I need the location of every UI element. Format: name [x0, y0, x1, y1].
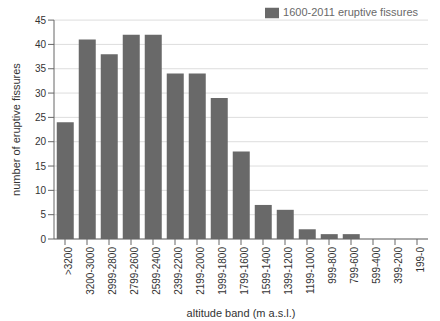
svg-text:2999-2800: 2999-2800 — [107, 247, 118, 295]
svg-text:999-800: 999-800 — [327, 247, 338, 284]
svg-text:1999-1800: 1999-1800 — [217, 247, 228, 295]
svg-text:1799-1600: 1799-1600 — [239, 247, 250, 295]
svg-text:3200-3000: 3200-3000 — [85, 247, 96, 295]
svg-text:599-400: 599-400 — [371, 247, 382, 284]
svg-text:1399-1200: 1399-1200 — [283, 247, 294, 295]
svg-text:40: 40 — [35, 39, 47, 50]
svg-text:10: 10 — [35, 185, 47, 196]
svg-text:2599-2400: 2599-2400 — [151, 247, 162, 295]
svg-text:30: 30 — [35, 88, 47, 99]
svg-text:399-200: 399-200 — [393, 247, 404, 284]
svg-text:number of eruptive fissures: number of eruptive fissures — [10, 63, 22, 196]
svg-text:2399-2200: 2399-2200 — [173, 247, 184, 295]
svg-text:799-600: 799-600 — [349, 247, 360, 284]
svg-text:altitude band (m a.s.l.): altitude band (m a.s.l.) — [187, 307, 296, 319]
svg-text:1599-1400: 1599-1400 — [261, 247, 272, 295]
svg-text:5: 5 — [40, 209, 46, 220]
svg-text:25: 25 — [35, 112, 47, 123]
svg-text:199-0: 199-0 — [415, 247, 426, 273]
svg-text:2799-2600: 2799-2600 — [129, 247, 140, 295]
svg-text:35: 35 — [35, 63, 47, 74]
svg-text:45: 45 — [35, 15, 47, 26]
svg-text:20: 20 — [35, 136, 47, 147]
html-text:1600-2011 eruptive fissures: 1600-2011 eruptive fissures — [283, 6, 418, 18]
svg-text:15: 15 — [35, 161, 47, 172]
svg-text:>3200: >3200 — [63, 247, 74, 276]
svg-text:0: 0 — [40, 234, 46, 245]
svg-text:2199-2000: 2199-2000 — [195, 247, 206, 295]
svg-text:1199-1000: 1199-1000 — [305, 247, 316, 295]
